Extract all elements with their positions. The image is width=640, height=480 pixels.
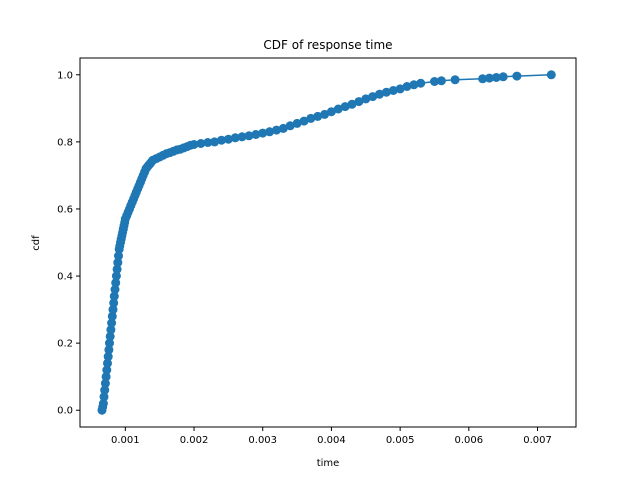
data-point: [333, 104, 343, 114]
data-point: [100, 378, 110, 388]
data-point: [230, 133, 240, 143]
data-point: [258, 128, 268, 138]
chart-title: CDF of response time: [263, 38, 392, 52]
data-point: [299, 116, 309, 126]
data-point: [113, 258, 123, 268]
data-point: [416, 78, 426, 88]
data-point: [313, 111, 323, 121]
data-point: [251, 130, 261, 139]
data-point: [101, 372, 111, 382]
data-point: [210, 137, 220, 147]
data-point: [103, 352, 113, 362]
data-point: [105, 338, 114, 348]
axes-frame: [79, 57, 577, 428]
data-point: [450, 75, 460, 85]
data-point: [99, 392, 109, 402]
x-tick-label: 0.004: [317, 435, 346, 446]
data-point: [102, 365, 112, 375]
data-point: [546, 70, 556, 80]
data-point: [114, 251, 123, 261]
data-point: [189, 140, 199, 149]
plot-area: [97, 70, 556, 415]
data-point: [217, 135, 226, 145]
y-tick-label: 0.8: [57, 137, 73, 148]
data-point: [306, 113, 316, 123]
x-axis-label: time: [317, 458, 340, 469]
data-point: [320, 109, 330, 119]
data-point: [326, 107, 336, 117]
data-point: [430, 77, 439, 86]
data-point: [104, 345, 114, 355]
data-point: [244, 131, 254, 141]
data-point: [498, 72, 508, 82]
data-point: [110, 285, 120, 294]
data-point: [278, 123, 288, 133]
y-tick-label: 0.6: [57, 204, 73, 215]
data-point: [111, 278, 121, 288]
data-point: [491, 73, 501, 82]
data-point: [354, 97, 364, 107]
data-point: [285, 121, 295, 131]
data-point: [436, 76, 446, 86]
data-point: [100, 385, 110, 395]
x-tick-label: 0.005: [386, 435, 415, 446]
data-point: [108, 305, 118, 315]
data-point: [340, 102, 350, 112]
x-tick-label: 0.007: [523, 435, 552, 446]
data-point: [111, 271, 121, 281]
data-point: [388, 86, 398, 95]
y-axis-label: cdf: [31, 235, 42, 251]
data-point: [368, 92, 378, 102]
data-point: [98, 399, 108, 408]
y-tick-label: 0.2: [57, 339, 73, 350]
data-point: [512, 71, 522, 81]
y-tick-label: 1.0: [57, 70, 73, 81]
data-point: [107, 311, 117, 321]
data-point: [347, 99, 357, 109]
data-point: [107, 318, 117, 328]
x-tick-label: 0.003: [248, 435, 277, 446]
data-point: [112, 264, 122, 274]
data-point: [484, 73, 494, 83]
data-point: [409, 80, 419, 90]
data-point: [272, 125, 281, 135]
data-point: [478, 74, 488, 84]
x-tick-label: 0.001: [111, 435, 140, 446]
data-point: [106, 325, 116, 335]
data-point: [203, 138, 213, 147]
data-point: [361, 94, 371, 104]
data-point: [196, 139, 206, 148]
data-point: [103, 358, 112, 368]
data-point: [223, 134, 233, 144]
data-point: [375, 89, 384, 99]
x-tick-label: 0.006: [455, 435, 484, 446]
data-point: [109, 298, 119, 308]
data-point: [292, 118, 302, 128]
x-tick-label: 0.002: [180, 435, 209, 446]
data-point: [395, 84, 405, 94]
data-point: [265, 127, 275, 137]
y-tick-label: 0.0: [57, 406, 73, 417]
data-point: [105, 331, 115, 341]
data-point: [237, 132, 247, 142]
data-point: [381, 87, 391, 97]
data-point: [402, 82, 412, 91]
y-tick-label: 0.4: [57, 272, 73, 283]
axes: 0.001 0.002 0.003 0.004 0.005 0.006 0.007 0.0 0.…: [57, 57, 577, 446]
data-point: [109, 291, 119, 301]
